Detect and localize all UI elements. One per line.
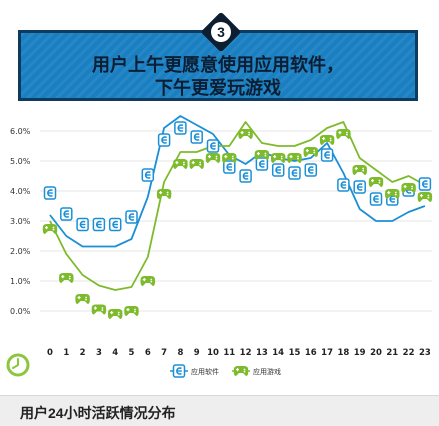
app-marker: [125, 210, 138, 224]
game-marker: [124, 306, 139, 316]
x-tick-label: 22: [403, 348, 415, 358]
app-marker: [304, 163, 318, 177]
headline-text: 用户上午更愿意使用应用软件， 下午更爱玩游戏: [21, 54, 415, 98]
hourly-activity-chart: 0.0%1.0%2.0%3.0%4.0%5.0%6.0%7.0% 0123456…: [6, 115, 433, 378]
x-tick-label: 9: [194, 348, 200, 358]
app-marker: [190, 130, 203, 144]
game-marker: [254, 150, 270, 160]
x-tick-label: 10: [207, 348, 219, 358]
game-marker: [385, 189, 400, 199]
x-tick-label: 8: [177, 348, 183, 358]
app-marker: [337, 178, 350, 192]
x-tick-label: 13: [256, 348, 268, 358]
game-marker: [401, 183, 416, 193]
game-marker: [319, 135, 335, 145]
x-axis-ticks: 0 1 2 3 4 5 6 7 8 9 10 11 12 13 14 15 16 17 18 19 20 21 22 23: [47, 348, 431, 358]
x-tick-label: 19: [354, 348, 366, 358]
app-marker: [255, 157, 269, 171]
y-tick-label: 0.0%: [10, 307, 31, 316]
y-axis-ticks: 0.0%1.0%2.0%3.0%4.0%5.0%6.0%7.0%: [10, 127, 31, 316]
legend-item: 应用游戏: [232, 366, 281, 376]
game-marker: [91, 304, 107, 315]
x-tick-label: 7: [161, 348, 167, 358]
y-tick-label: 3.0%: [10, 217, 31, 226]
x-tick-label: 5: [129, 348, 135, 358]
game-marker: [42, 224, 58, 234]
game-marker: [205, 153, 221, 163]
game-marker: [270, 153, 286, 163]
game-marker: [336, 129, 351, 139]
game-marker: [75, 294, 90, 304]
y-tick-label: 5.0%: [10, 157, 31, 166]
x-tick-label: 0: [47, 348, 53, 358]
game-marker: [222, 153, 237, 163]
x-tick-label: 15: [289, 348, 301, 358]
x-tick-label: 23: [419, 348, 431, 358]
x-tick-label: 20: [370, 348, 382, 358]
legend-label: 应用游戏: [253, 367, 281, 376]
game-marker: [156, 189, 172, 199]
game-marker: [59, 273, 74, 283]
x-tick-label: 2: [80, 348, 86, 358]
app-marker: [418, 177, 432, 191]
x-tick-label: 17: [321, 348, 333, 358]
app-marker: [223, 160, 236, 174]
app-marker: [141, 168, 155, 182]
clock-icon: [6, 353, 30, 377]
app-marker: [60, 207, 73, 221]
app-marker: [108, 217, 122, 232]
series-line: [49, 121, 426, 291]
game-marker: [303, 147, 319, 157]
x-tick-label: 21: [386, 348, 398, 358]
y-tick-label: 6.0%: [10, 127, 31, 136]
headline-line-2: 下午更爱玩游戏: [155, 78, 281, 98]
legend-label: 应用软件: [191, 367, 219, 376]
series-markers: [42, 121, 433, 319]
app-marker: [157, 133, 171, 147]
app-marker: [271, 163, 285, 177]
x-tick-label: 3: [96, 348, 102, 358]
game-marker: [368, 177, 384, 187]
app-marker: [353, 180, 366, 194]
chart-caption: 用户24小时活跃情况分布: [20, 405, 176, 421]
app-marker: [43, 186, 57, 200]
x-tick-label: 6: [145, 348, 151, 358]
step-badge: 3: [200, 11, 242, 53]
caption-bar: 用户24小时活跃情况分布: [0, 395, 439, 426]
legend-item: 应用软件: [170, 364, 219, 378]
y-tick-label: 2.0%: [10, 247, 31, 256]
app-marker: [369, 192, 383, 206]
x-tick-label: 11: [223, 348, 235, 358]
app-marker: [320, 148, 334, 162]
series-lines: [49, 115, 426, 291]
app-marker: [206, 139, 220, 153]
x-tick-label: 18: [337, 348, 349, 358]
y-tick-label: 1.0%: [10, 277, 31, 286]
y-tick-label: 4.0%: [10, 187, 31, 196]
x-tick-label: 12: [240, 348, 252, 358]
app-marker: [239, 169, 252, 183]
x-tick-label: 4: [112, 348, 118, 358]
game-marker: [417, 192, 433, 202]
series-line: [49, 115, 426, 248]
app-marker: [174, 121, 187, 135]
game-marker: [352, 165, 367, 175]
x-tick-label: 16: [305, 348, 317, 358]
badge-number: 3: [211, 22, 231, 42]
game-marker: [189, 159, 204, 169]
x-tick-label: 1: [63, 348, 69, 358]
game-marker: [140, 276, 156, 286]
gridlines: [40, 130, 432, 312]
legend: 应用软件 应用游戏: [170, 364, 281, 378]
app-marker: [76, 217, 89, 232]
app-marker: [92, 217, 106, 232]
game-marker: [173, 159, 188, 169]
app-marker: [288, 166, 301, 180]
game-marker: [107, 309, 123, 319]
headline-line-1: 用户上午更愿意使用应用软件，: [92, 55, 344, 75]
x-tick-label: 14: [272, 348, 284, 358]
game-marker: [238, 129, 253, 139]
game-marker: [287, 153, 302, 163]
